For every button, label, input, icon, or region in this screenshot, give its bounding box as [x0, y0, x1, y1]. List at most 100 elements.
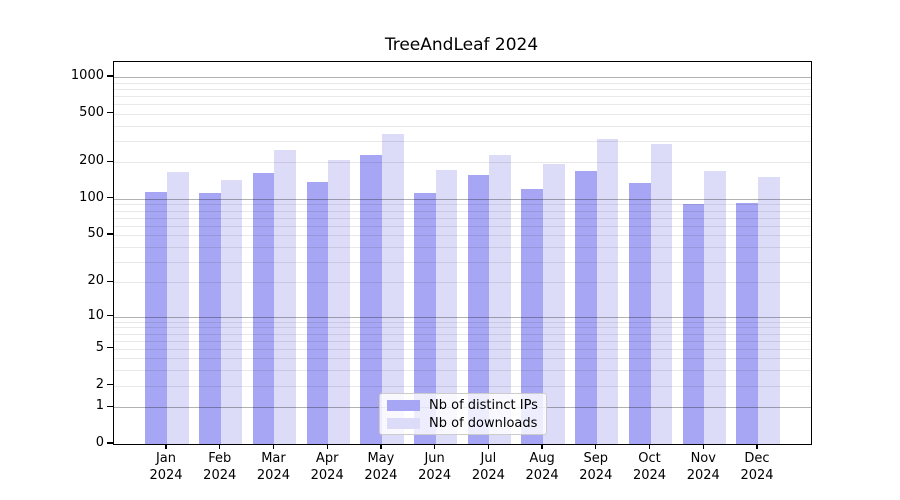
x-tick-mark — [165, 444, 167, 450]
x-tick-label: Nov 2024 — [686, 451, 720, 483]
bar-nb-of-distinct-ips-aug — [521, 189, 544, 444]
x-tick-mark — [756, 444, 758, 450]
bar-nb-of-distinct-ips-nov — [682, 204, 705, 444]
y-tick-mark — [107, 405, 113, 407]
bar-nb-of-distinct-ips-feb — [199, 193, 221, 444]
bar-nb-of-distinct-ips-sep — [575, 171, 597, 444]
gridline — [114, 210, 811, 212]
gridline — [114, 76, 811, 78]
gridline — [114, 327, 811, 329]
gridline — [114, 321, 811, 323]
y-tick-mark — [107, 197, 113, 199]
y-tick-label: 1 — [95, 398, 104, 414]
y-tick-label: 5 — [95, 339, 104, 355]
y-tick-mark — [107, 233, 113, 235]
gridline — [114, 113, 811, 115]
gridline — [114, 225, 811, 227]
chart-title: TreeAndLeaf 2024 — [384, 35, 539, 55]
bar-nb-of-distinct-ips-mar — [252, 172, 275, 444]
x-tick-label: Sep 2024 — [579, 451, 613, 483]
legend-item-downloads: Nb of downloads — [387, 416, 539, 431]
bar-nb-of-downloads-jul — [489, 155, 511, 444]
y-tick-mark — [107, 112, 113, 114]
gridline — [114, 385, 811, 387]
y-tick-mark — [107, 442, 113, 444]
gridline — [114, 217, 811, 219]
x-tick-label: Oct 2024 — [632, 451, 667, 483]
gridline — [114, 204, 811, 206]
y-tick-label: 500 — [79, 104, 104, 120]
x-tick-label: Dec 2024 — [740, 451, 774, 483]
y-tick-label: 1000 — [70, 67, 104, 83]
gridline — [114, 316, 811, 318]
y-tick-mark — [107, 347, 113, 349]
x-tick-label: Apr 2024 — [310, 451, 344, 483]
y-tick-mark — [107, 160, 113, 162]
gridline — [114, 340, 811, 342]
gridline — [114, 88, 811, 90]
gridline — [114, 198, 811, 200]
x-tick-mark — [219, 444, 221, 450]
bar-nb-of-distinct-ips-jul — [467, 174, 490, 444]
y-tick-label: 200 — [79, 153, 104, 169]
gridline — [114, 162, 811, 164]
y-tick-mark — [107, 314, 113, 317]
gridline — [114, 95, 811, 97]
legend-swatch-distinct-ips — [387, 399, 420, 411]
bar-nb-of-distinct-ips-jan — [145, 192, 167, 444]
bar-nb-of-distinct-ips-apr — [306, 181, 329, 444]
bar-nb-of-downloads-jun — [435, 170, 458, 444]
x-tick-mark — [380, 444, 382, 450]
x-tick-mark — [272, 444, 275, 450]
x-tick-label: Mar 2024 — [256, 451, 290, 483]
gridline — [114, 261, 811, 263]
bar-nb-of-downloads-jan — [167, 172, 189, 444]
y-tick-mark — [107, 383, 113, 386]
bar-nb-of-distinct-ips-dec — [736, 202, 758, 444]
x-tick-label: Aug 2024 — [525, 451, 559, 483]
y-tick-label: 20 — [87, 273, 104, 289]
gridline — [114, 125, 811, 127]
legend: Nb of distinct IPs Nb of downloads — [379, 393, 547, 435]
bar-nb-of-distinct-ips-jun — [414, 192, 436, 444]
x-tick-mark — [595, 444, 597, 450]
legend-item-distinct-ips: Nb of distinct IPs — [387, 398, 539, 413]
gridline — [114, 104, 811, 106]
bar-nb-of-downloads-sep — [596, 139, 619, 444]
gridline — [114, 348, 811, 350]
x-tick-label: Jan 2024 — [149, 451, 183, 483]
x-tick-mark — [487, 444, 489, 450]
x-tick-mark — [541, 444, 543, 450]
bar-nb-of-downloads-aug — [543, 163, 565, 444]
bar-nb-of-downloads-oct — [650, 144, 673, 444]
bar-nb-of-downloads-mar — [274, 150, 297, 444]
y-tick-mark — [107, 75, 113, 77]
legend-label-downloads: Nb of downloads — [429, 415, 538, 431]
y-tick-label: 50 — [87, 226, 104, 242]
x-tick-mark — [433, 444, 436, 450]
bar-nb-of-downloads-dec — [758, 177, 780, 444]
gridline — [114, 333, 811, 335]
bar-nb-of-downloads-nov — [704, 171, 726, 444]
x-tick-mark — [326, 444, 328, 450]
bar-nb-of-distinct-ips-oct — [628, 182, 651, 444]
x-tick-label: Jun 2024 — [418, 451, 452, 483]
x-tick-mark — [702, 444, 704, 450]
gridline — [114, 370, 811, 372]
bar-nb-of-distinct-ips-may — [360, 155, 382, 444]
gridline — [114, 246, 811, 248]
gridline — [114, 358, 811, 360]
x-tick-label: Feb 2024 — [203, 451, 237, 483]
x-tick-mark — [648, 444, 651, 450]
legend-swatch-downloads — [387, 417, 420, 429]
y-tick-mark — [107, 280, 113, 282]
bar-nb-of-downloads-feb — [220, 179, 243, 444]
gridline — [114, 282, 811, 284]
gridline — [114, 82, 811, 84]
bar-nb-of-downloads-apr — [328, 159, 350, 444]
bar-nb-of-downloads-may — [381, 134, 404, 444]
x-tick-label: Jul 2024 — [471, 451, 505, 483]
legend-label-distinct-ips: Nb of distinct IPs — [429, 397, 538, 413]
y-tick-label: 0 — [95, 435, 104, 450]
